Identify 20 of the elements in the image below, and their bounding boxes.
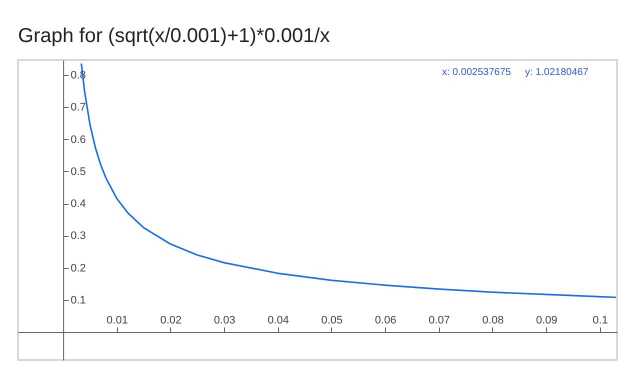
annotation: x: 0.002537675 bbox=[442, 67, 512, 78]
x-tick-label: 0.03 bbox=[214, 314, 236, 327]
x-tick-label: 0.05 bbox=[321, 314, 343, 327]
x-tick-label: 0.07 bbox=[428, 314, 450, 327]
x-tick-label: 0.09 bbox=[536, 314, 558, 327]
y-tick-label: 0.7 bbox=[70, 102, 86, 114]
y-tick-label: 0.6 bbox=[70, 134, 86, 146]
x-tick-label: 0.02 bbox=[160, 314, 182, 327]
y-tick-label: 0.5 bbox=[70, 166, 86, 178]
chart-title: Graph for (sqrt(x/0.001)+1)*0.001/x bbox=[18, 25, 330, 47]
y-tick-label: 0.1 bbox=[70, 294, 86, 306]
x-tick-label: 0.08 bbox=[482, 314, 504, 327]
x-tick-label: 0.01 bbox=[106, 314, 128, 327]
y-tick-label: 0.3 bbox=[70, 230, 86, 242]
y-tick-label: 0.4 bbox=[70, 198, 86, 210]
y-tick-label: 0.2 bbox=[70, 262, 86, 274]
x-tick-label: 0.1 bbox=[592, 314, 608, 327]
x-tick-label: 0.06 bbox=[374, 314, 396, 327]
annotation: y: 1.02180467 bbox=[525, 67, 589, 78]
x-tick-label: 0.04 bbox=[268, 314, 289, 327]
